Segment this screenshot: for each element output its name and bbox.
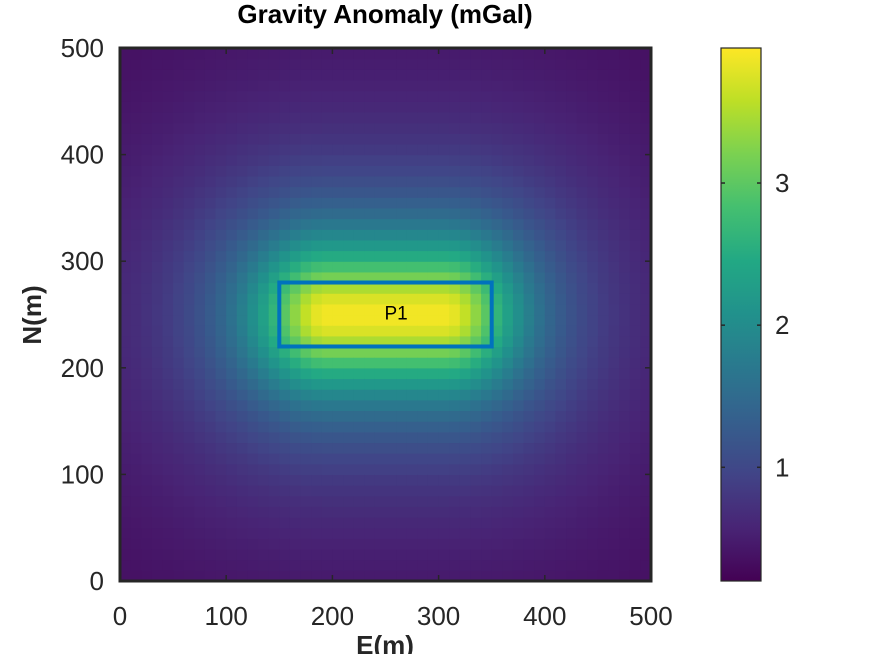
plot-area-frame [118, 46, 653, 583]
x-tick-label: 200 [311, 601, 354, 631]
colorbar-gradient [720, 47, 762, 582]
y-tick-label: 100 [61, 459, 104, 489]
y-axis-label: N(m) [17, 285, 47, 344]
colorbar-tick-label: 1 [775, 452, 789, 482]
y-tick-label: 300 [61, 246, 104, 276]
body-outline-p1 [277, 280, 494, 349]
colorbar-tick-label: 2 [775, 310, 789, 340]
colorbar-tick-label: 3 [775, 168, 789, 198]
x-axis-label: E(m) [356, 630, 414, 654]
y-tick-label: 500 [61, 33, 104, 63]
colorbar: 1 2 3 [720, 47, 789, 582]
x-tick-label: 500 [629, 601, 672, 631]
x-tick-label: 300 [417, 601, 460, 631]
chart-title: Gravity Anomaly (mGal) [237, 0, 532, 29]
x-tick-label: 100 [205, 601, 248, 631]
heatmap-field [120, 48, 651, 581]
x-tick-label: 0 [113, 601, 127, 631]
colorbar-ticks: 1 2 3 [721, 168, 789, 482]
y-tick-label: 200 [61, 353, 104, 383]
y-axis: 0 100 200 300 400 500 [61, 33, 651, 596]
bodies-layer: P1 [277, 280, 494, 349]
y-tick-label: 400 [61, 140, 104, 170]
x-axis: 0 100 200 300 400 500 [113, 48, 673, 631]
y-tick-label: 0 [90, 566, 104, 596]
x-tick-label: 400 [523, 601, 566, 631]
body-label-p1: P1 [384, 304, 407, 325]
